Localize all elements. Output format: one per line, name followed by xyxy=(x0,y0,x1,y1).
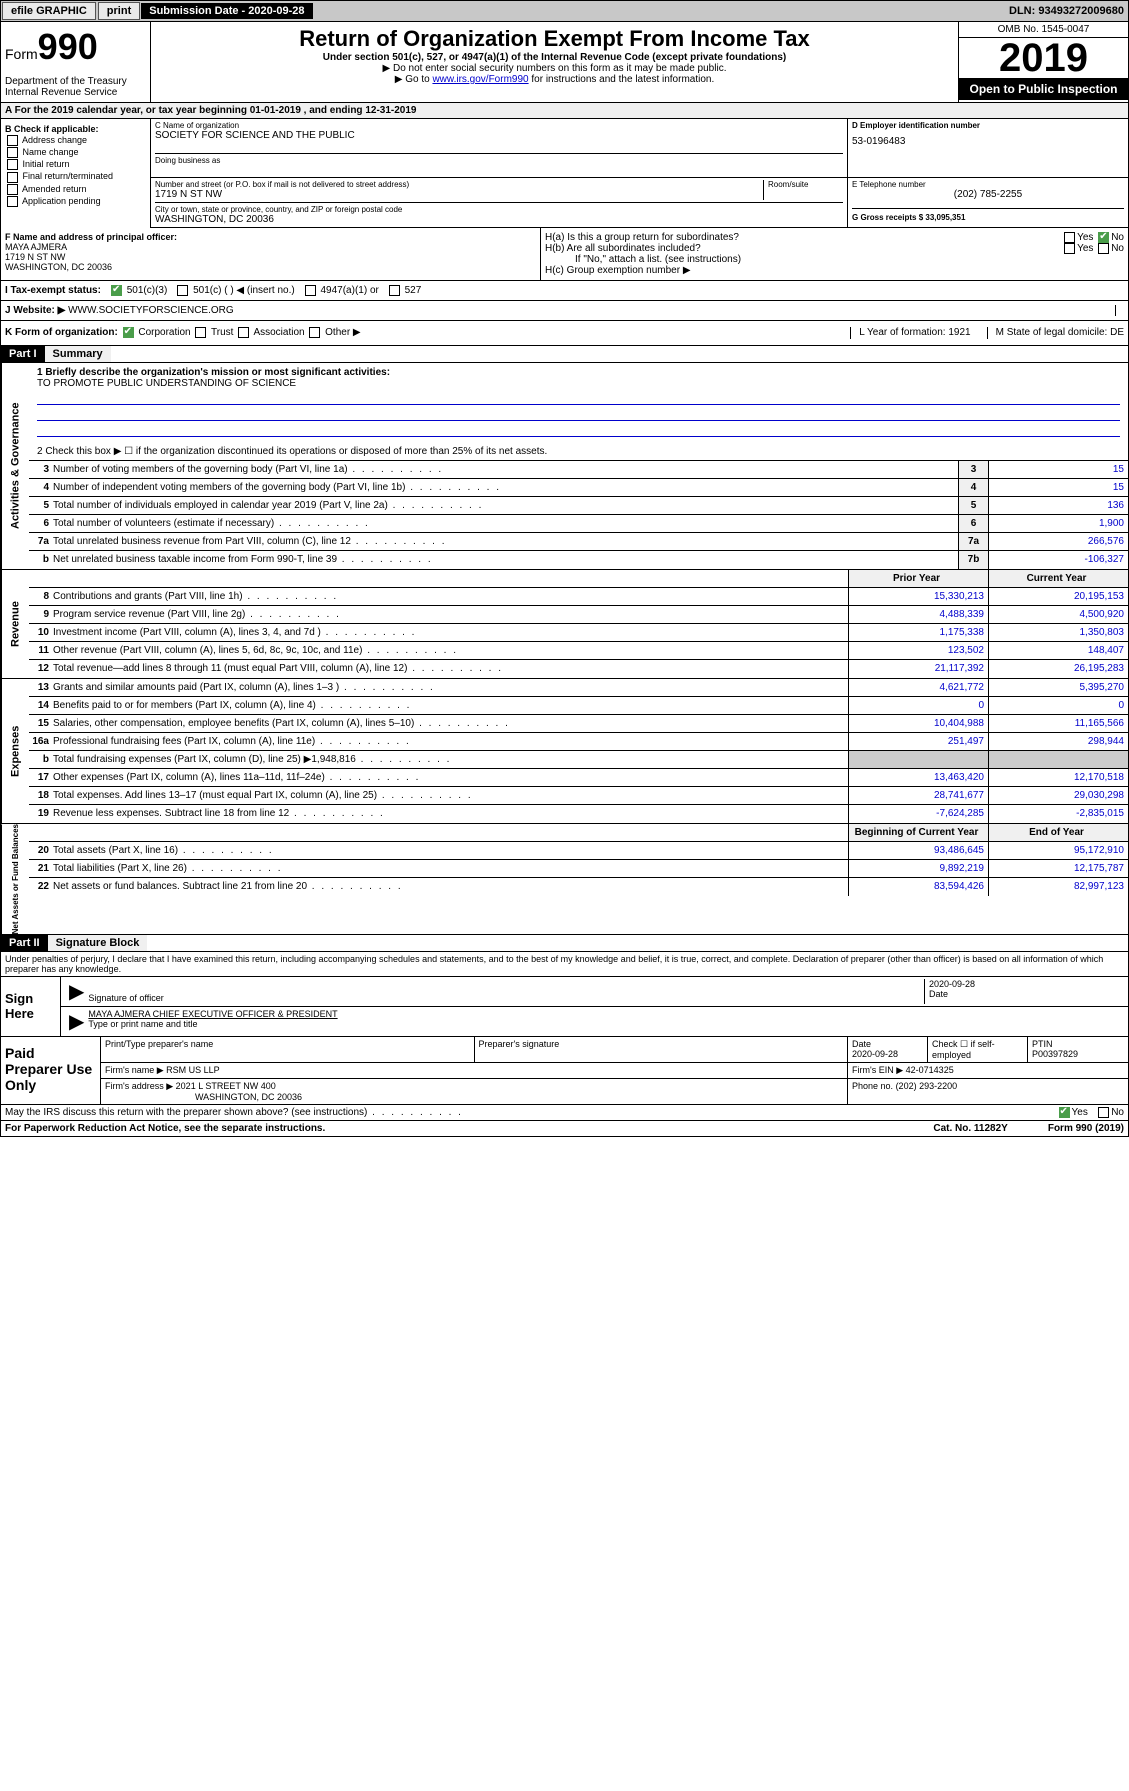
side-expenses: Expenses xyxy=(1,679,29,823)
revenue-table: Revenue Prior YearCurrent Year 8Contribu… xyxy=(0,570,1129,679)
expenses-table: Expenses 13Grants and similar amounts pa… xyxy=(0,679,1129,824)
summary-line: 3Number of voting members of the governi… xyxy=(29,461,1128,479)
expense-line: 13Grants and similar amounts paid (Part … xyxy=(29,679,1128,697)
arrow-icon: ▶ xyxy=(65,979,88,1004)
addr-cell: Number and street (or P.O. box if mail i… xyxy=(151,178,848,227)
summary-line: bNet unrelated business taxable income f… xyxy=(29,551,1128,569)
expense-line: 19Revenue less expenses. Subtract line 1… xyxy=(29,805,1128,823)
arrow-icon: ▶ xyxy=(65,1009,88,1034)
row-tax-status: I Tax-exempt status: 501(c)(3) 501(c) ( … xyxy=(0,281,1129,301)
state-domicile: M State of legal domicile: DE xyxy=(987,327,1124,338)
dln: DLN: 93493272009680 xyxy=(1009,5,1128,17)
expense-line: 18Total expenses. Add lines 13–17 (must … xyxy=(29,787,1128,805)
section-h: H(a) Is this a group return for subordin… xyxy=(541,228,1128,280)
revenue-line: 8Contributions and grants (Part VIII, li… xyxy=(29,588,1128,606)
instr-link[interactable]: www.irs.gov/Form990 xyxy=(432,74,528,85)
block-b-through-g: B Check if applicable: Address change Na… xyxy=(0,119,1129,228)
dept: Department of the Treasury Internal Reve… xyxy=(5,76,146,98)
mission: 1 Briefly describe the organization's mi… xyxy=(29,363,1128,443)
phone-receipts-cell: E Telephone number (202) 785-2255 G Gros… xyxy=(848,178,1128,227)
open-public: Open to Public Inspection xyxy=(959,78,1128,100)
summary-line: 6Total number of volunteers (estimate if… xyxy=(29,515,1128,533)
expense-line: bTotal fundraising expenses (Part IX, co… xyxy=(29,751,1128,769)
signature-block: Under penalties of perjury, I declare th… xyxy=(0,952,1129,1037)
row-k-l-m: K Form of organization: Corporation Trus… xyxy=(0,321,1129,345)
summary-line: 7aTotal unrelated business revenue from … xyxy=(29,533,1128,551)
netassets-table: Net Assets or Fund Balances Beginning of… xyxy=(0,824,1129,935)
expense-line: 16aProfessional fundraising fees (Part I… xyxy=(29,733,1128,751)
row-website: J Website: ▶ WWW.SOCIETYFORSCIENCE.ORG xyxy=(0,301,1129,321)
netasset-line: 21Total liabilities (Part X, line 26)9,8… xyxy=(29,860,1128,878)
footer-discuss: May the IRS discuss this return with the… xyxy=(0,1105,1129,1121)
form-title: Return of Organization Exempt From Incom… xyxy=(155,26,954,52)
instr-2: ▶ Go to www.irs.gov/Form990 for instruct… xyxy=(155,74,954,85)
revenue-line: 10Investment income (Part VIII, column (… xyxy=(29,624,1128,642)
netasset-line: 22Net assets or fund balances. Subtract … xyxy=(29,878,1128,896)
summary-line: 5Total number of individuals employed in… xyxy=(29,497,1128,515)
form-subtitle: Under section 501(c), 527, or 4947(a)(1)… xyxy=(155,52,954,63)
form-number: Form990 xyxy=(5,26,146,68)
principal-officer: F Name and address of principal officer:… xyxy=(1,228,541,280)
instr-1: ▶ Do not enter social security numbers o… xyxy=(155,63,954,74)
revenue-line: 11Other revenue (Part VIII, column (A), … xyxy=(29,642,1128,660)
org-name-cell: C Name of organization SOCIETY FOR SCIEN… xyxy=(151,119,848,177)
side-activities: Activities & Governance xyxy=(1,363,29,569)
part-2-header: Part II Signature Block xyxy=(0,935,1129,952)
year-formation: L Year of formation: 1921 xyxy=(850,327,970,338)
paid-preparer: Paid Preparer Use Only Print/Type prepar… xyxy=(0,1037,1129,1105)
col-b: B Check if applicable: Address change Na… xyxy=(1,119,151,228)
tax-year: 2019 xyxy=(959,38,1128,78)
side-netassets: Net Assets or Fund Balances xyxy=(1,824,29,934)
row-f-h: F Name and address of principal officer:… xyxy=(0,228,1129,281)
expense-line: 17Other expenses (Part IX, column (A), l… xyxy=(29,769,1128,787)
efile-btn[interactable]: efile GRAPHIC xyxy=(2,2,96,20)
section-a: A For the 2019 calendar year, or tax yea… xyxy=(0,103,1129,119)
netasset-line: 20Total assets (Part X, line 16)93,486,6… xyxy=(29,842,1128,860)
summary-table: Activities & Governance 1 Briefly descri… xyxy=(0,363,1129,570)
ein-cell: D Employer identification number 53-0196… xyxy=(848,119,1128,177)
top-bar: efile GRAPHIC print Submission Date - 20… xyxy=(0,0,1129,22)
summary-line: 4Number of independent voting members of… xyxy=(29,479,1128,497)
footer-paperwork: For Paperwork Reduction Act Notice, see … xyxy=(0,1121,1129,1137)
sign-here-label: Sign Here xyxy=(1,977,61,1036)
side-revenue: Revenue xyxy=(1,570,29,678)
expense-line: 15Salaries, other compensation, employee… xyxy=(29,715,1128,733)
print-btn[interactable]: print xyxy=(98,2,140,20)
expense-line: 14Benefits paid to or for members (Part … xyxy=(29,697,1128,715)
part-1-header: Part I Summary xyxy=(0,346,1129,363)
form-header: Form990 Department of the Treasury Inter… xyxy=(0,22,1129,103)
submission-date: Submission Date - 2020-09-28 xyxy=(141,3,312,19)
revenue-line: 12Total revenue—add lines 8 through 11 (… xyxy=(29,660,1128,678)
group-exemption xyxy=(1115,305,1124,316)
revenue-line: 9Program service revenue (Part VIII, lin… xyxy=(29,606,1128,624)
